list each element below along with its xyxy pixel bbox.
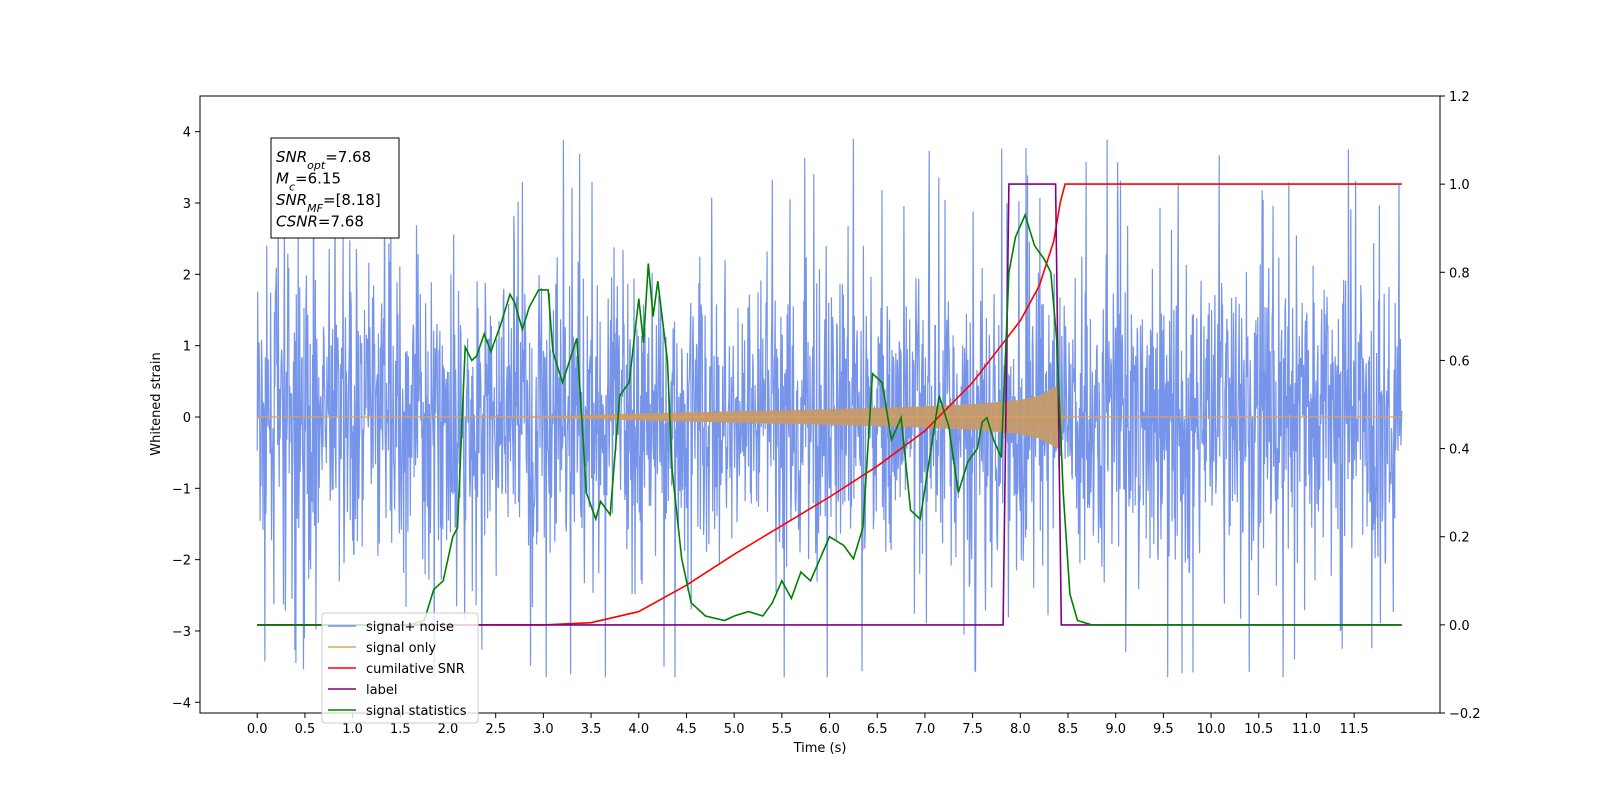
y-left-tick-label: 3 xyxy=(183,197,191,212)
x-axis-label: Time (s) xyxy=(793,741,847,756)
plot-frame xyxy=(199,95,1441,714)
y-right-tick-label: 0.0 xyxy=(1449,619,1470,634)
y-left-tick-label: −3 xyxy=(172,625,191,640)
plot-area xyxy=(256,139,1403,678)
x-tick-label: 4.5 xyxy=(676,722,697,737)
x-tick-label: 3.0 xyxy=(533,722,554,737)
legend-frame xyxy=(321,612,479,724)
y-right-tick-label: 1.2 xyxy=(1449,90,1470,105)
y-right-tick-label: 1.0 xyxy=(1449,178,1470,193)
legend: signal+ noise signal only cumilative SNR la… xyxy=(321,612,479,724)
y-left-tick-label: −4 xyxy=(172,696,191,711)
y-right-tick-label: 0.8 xyxy=(1449,266,1470,281)
y-left-tick-label: 2 xyxy=(183,268,191,283)
y-right-tick-label: −0.2 xyxy=(1449,707,1481,722)
y-left-tick-label: −1 xyxy=(172,482,191,497)
y-left-tick-label: 0 xyxy=(183,411,191,426)
x-axis-ticks: 0.0 0.5 1.0 1.5 2.0 2.5 3.0 3.5 4.0 4.5 5.0 5.5 6.0 6… xyxy=(247,713,1369,737)
y-left-tick-label: 1 xyxy=(183,340,191,355)
x-tick-label: 0.5 xyxy=(295,722,316,737)
x-tick-label: 7.0 xyxy=(915,722,936,737)
x-tick-label: 8.0 xyxy=(1010,722,1031,737)
x-tick-label: 10.5 xyxy=(1244,722,1273,737)
x-tick-label: 1.5 xyxy=(390,722,411,737)
annotation-line: SNRMF=[8.18] xyxy=(276,191,381,215)
series-signal-noise-line xyxy=(256,139,1403,678)
annotation-line: SNRopt=7.68 xyxy=(276,148,371,172)
x-tick-label: 11.0 xyxy=(1292,722,1321,737)
legend-entry-label: signal only xyxy=(366,641,436,656)
x-tick-label: 6.0 xyxy=(819,722,840,737)
x-tick-label: 4.0 xyxy=(628,722,649,737)
x-tick-label: 9.0 xyxy=(1105,722,1126,737)
y-axis-label: Whitened strain xyxy=(149,352,164,455)
y-axis-right-ticks: 1.2 1.0 0.8 0.6 0.4 0.2 0.0 −0.2 xyxy=(1440,90,1481,722)
x-tick-label: 2.5 xyxy=(485,722,506,737)
x-tick-label: 11.5 xyxy=(1340,722,1369,737)
x-tick-label: 5.0 xyxy=(724,722,745,737)
x-tick-label: 7.5 xyxy=(962,722,983,737)
legend-entry-label: signal statistics xyxy=(366,704,467,719)
y-right-tick-label: 0.4 xyxy=(1449,443,1470,458)
y-left-tick-label: −2 xyxy=(172,554,191,569)
legend-entry-label: label xyxy=(366,683,397,698)
y-right-tick-label: 0.2 xyxy=(1449,531,1470,546)
x-tick-label: 3.5 xyxy=(581,722,602,737)
y-right-tick-label: 0.6 xyxy=(1449,354,1470,369)
annotation-box-frame xyxy=(270,137,400,239)
x-tick-label: 5.5 xyxy=(772,722,793,737)
y-left-tick-label: 4 xyxy=(183,126,191,141)
x-tick-label: 10.0 xyxy=(1197,722,1226,737)
annotation-line: Mc=6.15 xyxy=(276,170,341,194)
x-tick-label: 0.0 xyxy=(247,722,268,737)
x-tick-label: 8.5 xyxy=(1058,722,1079,737)
y-axis-left-ticks: 4 3 2 1 0 −1 −2 −3 −4 xyxy=(172,126,200,711)
x-tick-label: 2.0 xyxy=(438,722,459,737)
x-tick-label: 6.5 xyxy=(867,722,888,737)
legend-entry-label: signal+ noise xyxy=(366,620,454,635)
series-signal-statistics-line xyxy=(257,212,1402,626)
legend-entry-label: cumilative SNR xyxy=(366,662,465,677)
x-tick-label: 1.0 xyxy=(342,722,363,737)
annotation-line: CSNR=7.68 xyxy=(276,213,364,231)
x-tick-label: 9.5 xyxy=(1153,722,1174,737)
